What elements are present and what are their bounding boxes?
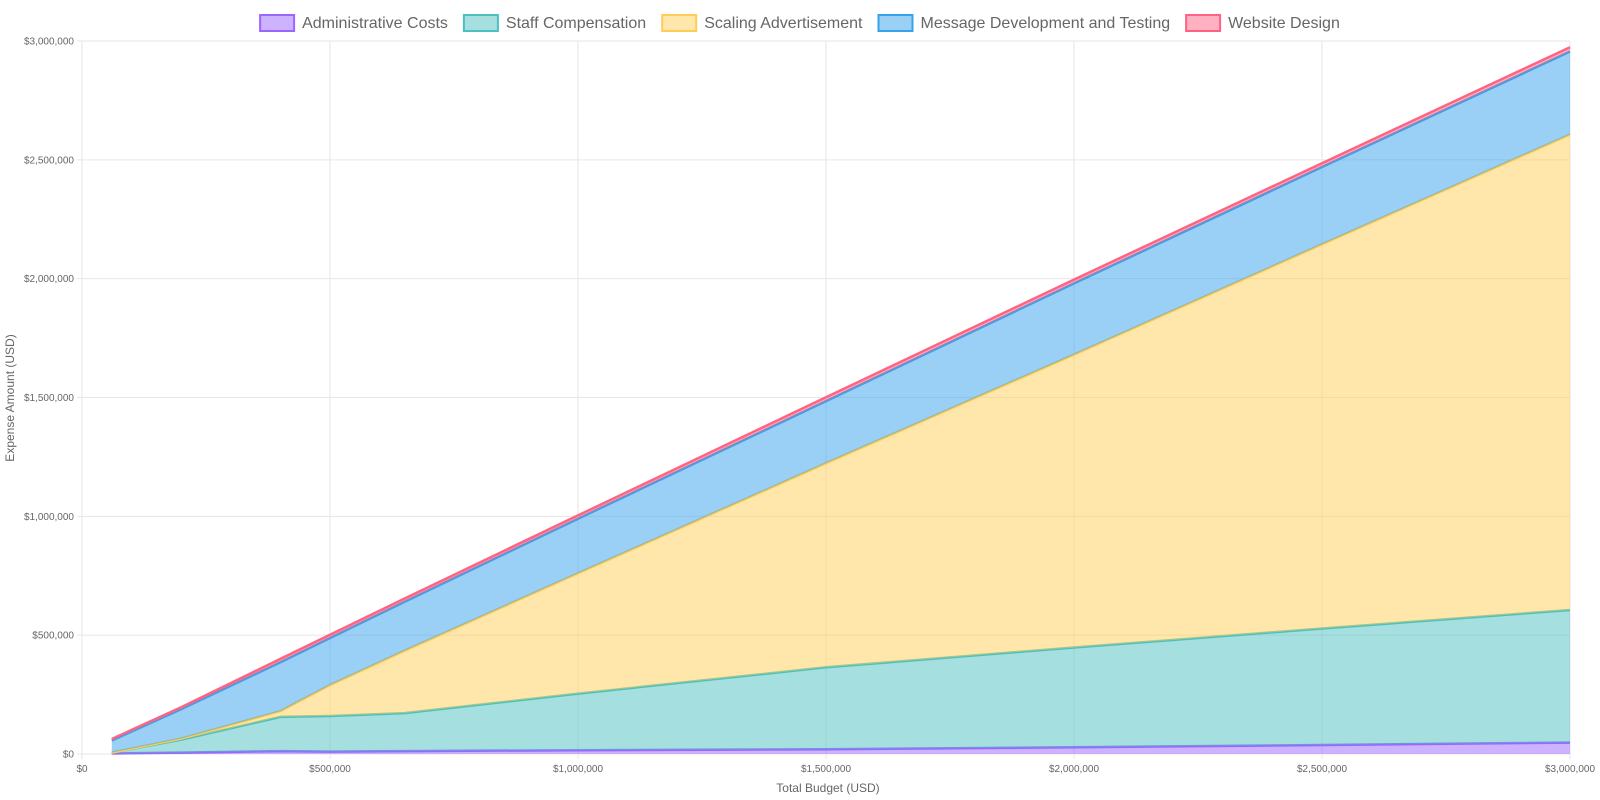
y-tick-label: $500,000: [32, 631, 74, 642]
legend-swatch: [661, 14, 698, 32]
legend-label: Scaling Advertisement: [704, 15, 863, 32]
legend-label: Administrative Costs: [302, 15, 448, 32]
legend-label: Staff Compensation: [506, 15, 646, 32]
y-tick-label: $0: [63, 750, 75, 761]
y-tick-label: $3,000,000: [24, 37, 74, 48]
line-administrative-costs: [111, 741, 1571, 755]
line-website-design: [111, 46, 1571, 741]
x-tick-label: $3,000,000: [1545, 764, 1595, 775]
x-tick-label: $0: [76, 764, 88, 775]
x-tick-label: $500,000: [309, 764, 351, 775]
y-tick-label: $2,000,000: [24, 274, 74, 285]
legend-swatch: [1185, 14, 1222, 32]
x-tick-label: $2,500,000: [1297, 764, 1347, 775]
legend-item-administrative-costs[interactable]: Administrative Costs: [259, 14, 448, 32]
area-website-design: [111, 47, 1570, 741]
legend-item-scaling-advertisement[interactable]: Scaling Advertisement: [661, 14, 863, 32]
legend-item-website-design[interactable]: Website Design: [1185, 14, 1340, 32]
y-axis-title: Expense Amount (USD): [3, 334, 17, 461]
x-tick-label: $1,000,000: [553, 764, 603, 775]
legend-swatch: [462, 14, 499, 32]
legend-item-message-development-and-testing[interactable]: Message Development and Testing: [877, 14, 1171, 32]
legend-item-staff-compensation[interactable]: Staff Compensation: [462, 14, 646, 32]
y-tick-label: $1,000,000: [24, 512, 74, 523]
x-axis: $0 $500,000 $1,000,000 $1,500,000 $2,000,000…: [76, 764, 1595, 775]
area-message-development-and-testing: [111, 51, 1570, 753]
area-scaling-advertisement: [111, 134, 1570, 753]
y-axis: $0 $500,000 $1,000,000 $1,500,000 $2,000,000…: [24, 37, 74, 761]
x-axis-title: Total Budget (USD): [776, 781, 879, 795]
y-tick-label: $2,500,000: [24, 155, 74, 166]
legend-label: Website Design: [1228, 15, 1340, 32]
legend-swatch: [259, 14, 296, 32]
plot-areas: [111, 46, 1571, 755]
legend: Administrative Costs Staff Compensation Sc…: [259, 14, 1340, 32]
y-tick-label: $1,500,000: [24, 393, 74, 404]
legend-swatch: [877, 14, 914, 32]
x-tick-label: $1,500,000: [801, 764, 851, 775]
legend-label: Message Development and Testing: [921, 15, 1171, 32]
x-tick-label: $2,000,000: [1049, 764, 1099, 775]
area-staff-compensation: [111, 610, 1570, 754]
